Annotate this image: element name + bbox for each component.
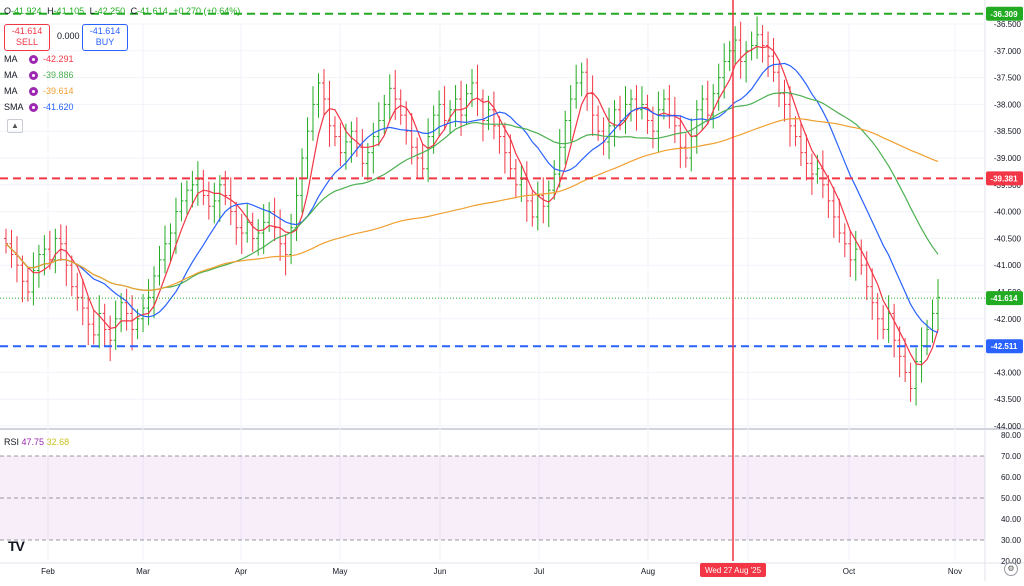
low-value: -42.250 — [94, 6, 126, 16]
price-label-box — [986, 291, 1023, 306]
time-tick-label: May — [332, 567, 347, 576]
price-tick-label: -37.500 — [994, 74, 1022, 83]
buy-label: BUY — [95, 37, 115, 47]
ma-line-orange — [5, 117, 939, 292]
time-tick-label: Feb — [41, 567, 55, 576]
ma-line-red — [5, 45, 939, 366]
indicator-ma-orange[interactable]: MA -39.614 — [4, 84, 74, 98]
indicator-value: -42.291 — [43, 54, 74, 64]
indicator-name: MA — [4, 54, 18, 64]
price-tick-label: -41.000 — [994, 261, 1022, 270]
rsi-ma-value: 32.68 — [46, 437, 70, 447]
price-tick-label: -44.000 — [994, 422, 1022, 431]
eye-icon[interactable] — [29, 54, 38, 64]
rsi-tick-label: 80.00 — [1001, 431, 1022, 440]
price-tick-label: -40.000 — [994, 208, 1022, 217]
buy-button[interactable]: -41.614 BUY — [82, 24, 128, 51]
eye-icon[interactable] — [29, 70, 38, 80]
indicator-name: SMA — [4, 102, 24, 112]
indicator-sma-blue[interactable]: SMA -41.620 — [4, 100, 74, 114]
rsi-tick-label: 40.00 — [1001, 515, 1022, 524]
spread-value: 0.000 — [57, 31, 80, 41]
high-value: -41.105 — [53, 6, 85, 16]
time-tick-label: Jul — [534, 567, 544, 576]
price-tick-label: -38.500 — [994, 127, 1022, 136]
price-label-box — [986, 6, 1023, 21]
rsi-value: 47.75 — [21, 437, 45, 447]
indicator-name: MA — [4, 70, 18, 80]
ohlc-legend: O-41.924 H-41.105 L-42.250 C-41.614 +0.2… — [4, 6, 243, 16]
rsi-tick-label: 60.00 — [1001, 473, 1022, 482]
price-label-box — [986, 171, 1023, 186]
time-tick-label: Mar — [136, 567, 150, 576]
price-label-box — [986, 339, 1023, 354]
price-tick-label: -43.500 — [994, 395, 1022, 404]
rsi-tick-label: 70.00 — [1001, 452, 1022, 461]
price-tick-label: -36.500 — [994, 20, 1022, 29]
crosshair-date-label: Wed 27 Aug '25 — [705, 566, 762, 575]
price-tick-label: -37.000 — [994, 47, 1022, 56]
indicator-name: MA — [4, 86, 18, 96]
sell-button[interactable]: -41.614 SELL — [4, 24, 50, 51]
chevron-up-icon[interactable]: ▲ — [7, 119, 23, 133]
price-label-text: -39.381 — [990, 174, 1018, 183]
crosshair-date-box — [700, 563, 766, 577]
rsi-legend: RSI 47.75 32.68 — [4, 437, 69, 447]
rsi-tick-label: 30.00 — [1001, 536, 1022, 545]
close-label: C — [130, 6, 138, 16]
low-label: L — [89, 6, 95, 16]
indicator-value: -39.886 — [43, 70, 74, 80]
time-tick-label: Apr — [235, 567, 248, 576]
price-tick-label: -43.000 — [994, 368, 1022, 377]
price-tick-label: -42.000 — [994, 315, 1022, 324]
price-label-text: -41.614 — [990, 294, 1018, 303]
rsi-tick-label: 50.00 — [1001, 494, 1022, 503]
open-label: O — [4, 6, 12, 16]
open-value: -41.924 — [11, 6, 42, 16]
indicator-ma-green[interactable]: MA -39.886 — [4, 68, 74, 82]
indicator-ma-red[interactable]: MA -42.291 — [4, 52, 74, 66]
indicator-value: -41.620 — [43, 102, 74, 112]
gear-icon[interactable]: ⚙ — [1004, 562, 1018, 576]
change-value: +0.270 (+0.64%) — [173, 6, 241, 16]
price-tick-label: -40.500 — [994, 234, 1022, 243]
sell-label: SELL — [15, 37, 39, 47]
tradingview-logo[interactable]: TV — [8, 538, 25, 554]
indicator-value: -39.614 — [43, 86, 74, 96]
eye-icon[interactable] — [29, 86, 38, 96]
time-tick-label: Jun — [434, 567, 447, 576]
eye-icon[interactable] — [29, 102, 38, 112]
ma-line-green — [5, 91, 939, 292]
sma-line-blue — [5, 62, 939, 334]
buy-price: -41.614 — [89, 26, 121, 36]
price-label-text: -36.309 — [990, 10, 1018, 19]
price-label-text: -42.511 — [991, 342, 1018, 351]
high-label: H — [47, 6, 54, 16]
price-tick-label: -39.000 — [994, 154, 1022, 163]
time-tick-label: Oct — [843, 567, 856, 576]
time-tick-label: Nov — [948, 567, 962, 576]
sell-price: -41.614 — [11, 26, 43, 36]
price-tick-label: -38.000 — [994, 100, 1022, 109]
rsi-name: RSI — [4, 437, 20, 447]
time-tick-label: Aug — [641, 567, 655, 576]
close-value: -41.614 — [137, 6, 168, 16]
rsi-tick-label: 20.00 — [1001, 557, 1022, 566]
